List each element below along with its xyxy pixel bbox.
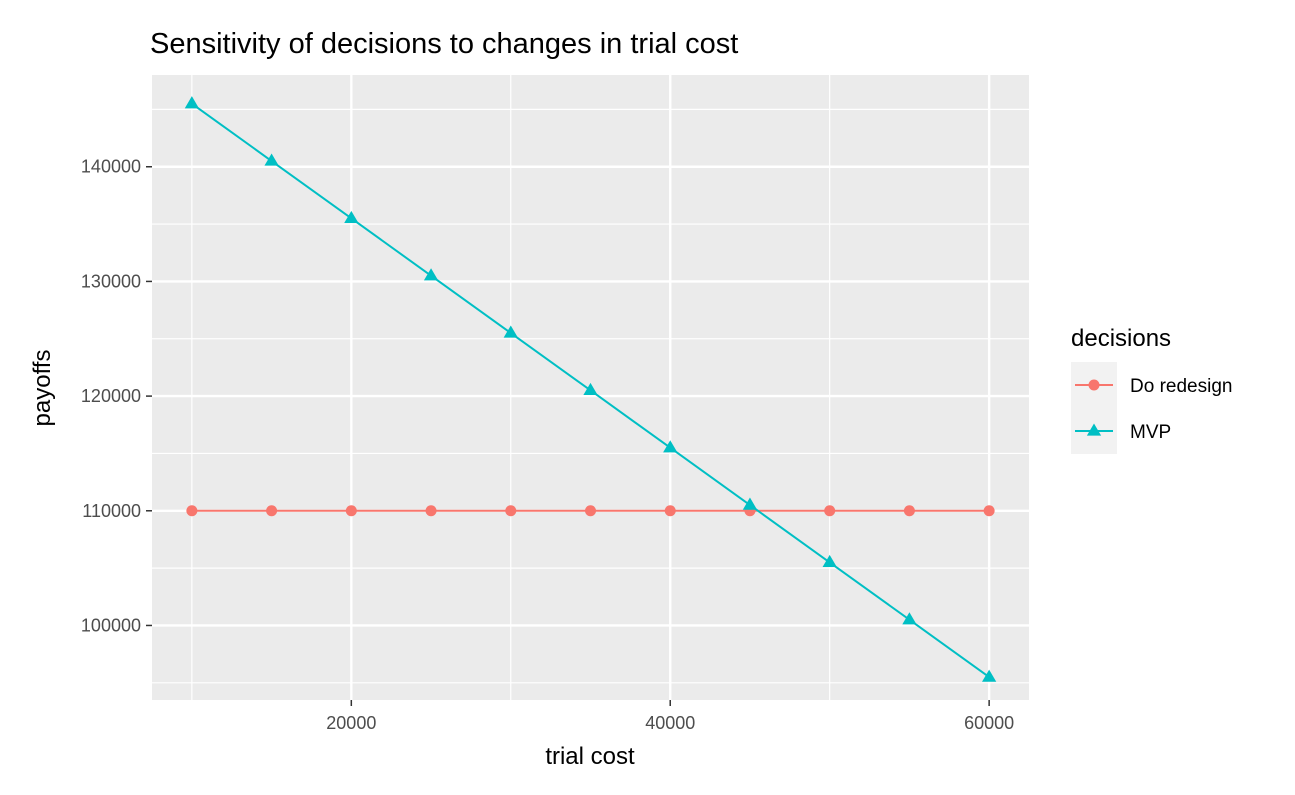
data-point-mvp — [503, 325, 518, 338]
data-point-mvp — [663, 440, 678, 453]
legend-item-mvp: MVP — [1071, 408, 1171, 454]
legend-title: decisions — [1071, 325, 1171, 352]
data-point-do-redesign — [266, 505, 278, 517]
x-axis-title: trial cost — [545, 743, 635, 770]
legend-key-marker — [1088, 379, 1100, 391]
data-point-do-redesign — [824, 505, 836, 517]
data-point-mvp — [583, 382, 598, 396]
x-tick-label: 20000 — [326, 713, 376, 733]
data-point-do-redesign — [505, 505, 517, 517]
legend-items: Do redesign MVP — [1071, 362, 1232, 454]
y-tick-label: 140000 — [81, 157, 141, 177]
data-point-do-redesign — [585, 505, 596, 517]
x-tick-label: 40000 — [645, 713, 695, 733]
series-layer — [184, 96, 997, 682]
data-point-do-redesign — [425, 505, 437, 517]
data-point-do-redesign — [345, 505, 357, 517]
y-axis-title: payoffs — [29, 350, 56, 427]
data-point-mvp — [822, 554, 837, 568]
data-point-mvp — [184, 96, 199, 109]
x-tick-label: 60000 — [964, 713, 1014, 733]
data-point-do-redesign — [903, 505, 915, 517]
data-point-do-redesign — [186, 505, 198, 517]
data-point-mvp — [423, 268, 439, 281]
legend-label-do-redesign: Do redesign — [1130, 376, 1232, 397]
y-tick-label: 120000 — [81, 386, 141, 406]
y-tick-label: 100000 — [81, 615, 141, 635]
axis-tick-labels: 20000 40000 60000 100000 110000 120000 130000 1… — [81, 157, 1014, 733]
data-point-do-redesign — [664, 505, 676, 517]
legend-item-do-redesign: Do redesign — [1071, 362, 1232, 408]
y-tick-label: 110000 — [82, 501, 141, 521]
y-tick-label: 130000 — [81, 271, 141, 291]
data-point-mvp — [902, 612, 917, 625]
data-point-mvp — [344, 210, 359, 223]
axis-ticks — [146, 165, 990, 706]
data-point-mvp — [742, 497, 758, 510]
data-point-mvp — [982, 669, 997, 682]
legend-label-mvp: MVP — [1130, 422, 1171, 443]
data-point-mvp — [264, 153, 279, 166]
legend: decisions Do redesign MVP — [1071, 325, 1232, 454]
grid-minor — [152, 75, 1029, 700]
data-point-do-redesign — [983, 505, 995, 517]
chart-title: Sensitivity of decisions to changes in t… — [150, 28, 738, 60]
legend-key-marker — [1086, 423, 1102, 436]
